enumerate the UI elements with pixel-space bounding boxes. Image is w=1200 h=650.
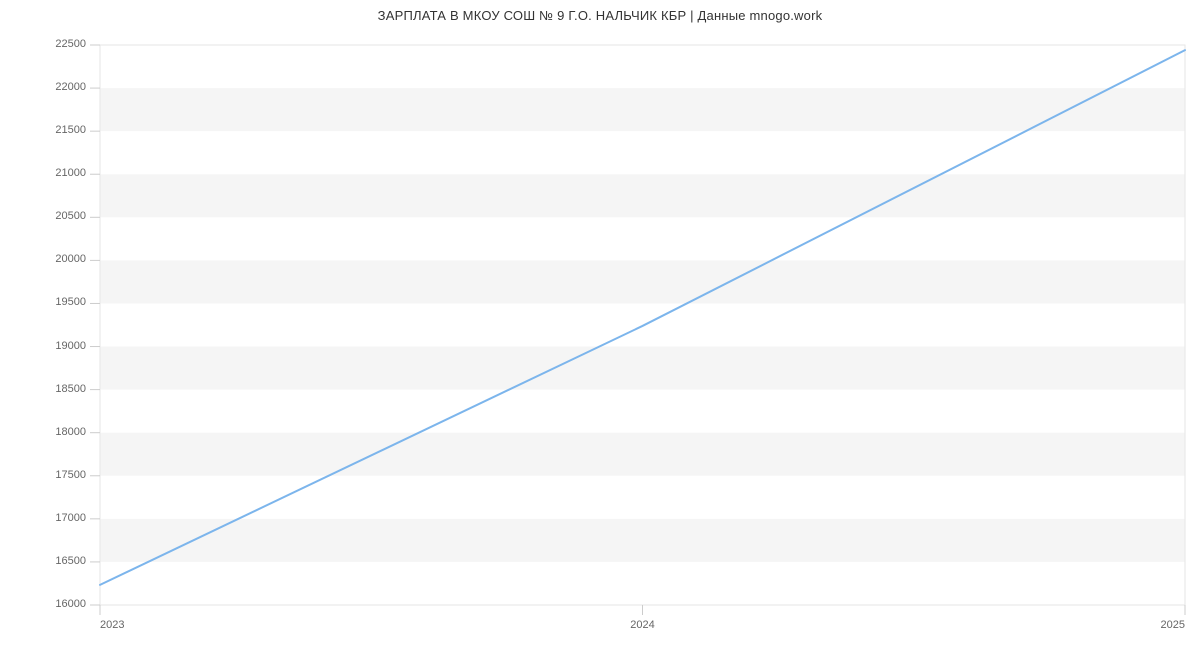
y-tick-label: 16500 (36, 555, 86, 567)
y-tick-label: 17000 (36, 512, 86, 524)
y-tick-label: 21000 (36, 167, 86, 179)
y-tick-label: 16000 (36, 598, 86, 610)
y-tick-label: 18500 (36, 383, 86, 395)
y-tick-label: 19000 (36, 340, 86, 352)
y-tick-label: 19500 (36, 296, 86, 308)
y-tick-label: 20500 (36, 210, 86, 222)
x-tick-label: 2024 (630, 619, 654, 631)
grid-band (100, 260, 1185, 303)
y-tick-label: 22000 (36, 81, 86, 93)
grid-band (100, 174, 1185, 217)
grid-band (100, 433, 1185, 476)
chart-svg (100, 45, 1185, 605)
y-tick-label: 20000 (36, 253, 86, 265)
y-tick-label: 18000 (36, 426, 86, 438)
y-tick-label: 17500 (36, 469, 86, 481)
chart-title: ЗАРПЛАТА В МКОУ СОШ № 9 Г.О. НАЛЬЧИК КБР… (0, 8, 1200, 23)
x-tick-label: 2023 (100, 619, 124, 631)
salary-chart: ЗАРПЛАТА В МКОУ СОШ № 9 Г.О. НАЛЬЧИК КБР… (0, 0, 1200, 650)
y-tick-label: 21500 (36, 124, 86, 136)
grid-band (100, 347, 1185, 390)
grid-band (100, 519, 1185, 562)
y-tick-label: 22500 (36, 38, 86, 50)
x-tick-label: 2025 (1161, 619, 1185, 631)
grid-band (100, 88, 1185, 131)
plot-area (100, 45, 1185, 605)
